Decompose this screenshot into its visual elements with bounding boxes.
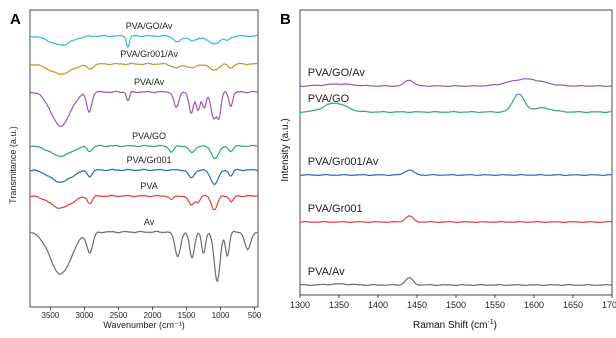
panel-b-series-line — [299, 77, 613, 88]
panel-a-tick-label: 1000 — [212, 311, 230, 320]
panel-a-tick-label: 500 — [248, 311, 262, 320]
panel-b-tick-label: 1300 — [290, 300, 310, 310]
panel-b-series-label: PVA/GO/Av — [308, 67, 366, 79]
panel-b-tick-label: 1500 — [446, 300, 466, 310]
panel-b-series-label: PVA/Av — [308, 266, 345, 278]
panel-a-series-label: PVA/GO — [132, 131, 166, 141]
panel-b-ylabel: Intensity (a.u.) — [280, 118, 291, 181]
panel-a-series-line — [29, 168, 259, 186]
panel-a-ylabel: Transmitance (a.u.) — [8, 126, 18, 204]
panel-a-series-line — [29, 144, 259, 160]
panel-a: A Transmitance (a.u.) Wavenumber (cm⁻¹) … — [8, 9, 262, 330]
panel-b-ticks: 1300 1350 1400 1450 1500 1550 1600 1650 1700 — [290, 295, 616, 310]
panel-b-tick-label: 1450 — [407, 300, 427, 310]
panel-b-frame — [299, 9, 613, 296]
panel-b-tick-label: 1700 — [602, 300, 616, 310]
panel-a-tick-label: 3000 — [76, 311, 94, 320]
panel-b-xlabel-main: Raman Shift (cm — [413, 320, 487, 331]
panel-b-series-line — [299, 169, 613, 177]
panel-b-xlabel: Raman Shift (cm-1) — [413, 319, 497, 331]
panel-a-series-line — [29, 194, 259, 211]
panel-a-tick-label: 3500 — [42, 311, 60, 320]
panel-b-series-label: PVA/GO — [308, 93, 350, 105]
panel-b-series: PVA/GO/Av PVA/GO PVA/Gr001/Av PVA/Gr001 PVA/… — [299, 67, 613, 287]
panel-a-series-label: PVA/Gr001/Av — [120, 49, 178, 59]
panel-a-letter: A — [10, 11, 21, 28]
panel-b-tick-label: 1400 — [368, 300, 388, 310]
panel-a-tick-label: 2000 — [144, 311, 162, 320]
panel-b-series-line — [299, 277, 613, 287]
panel-b-tick-label: 1650 — [563, 300, 583, 310]
panel-a-tick-label: 2500 — [110, 311, 128, 320]
panel-b-series-line — [299, 93, 613, 114]
panel-b: B Intensity (a.u.) Raman Shift (cm-1) 13… — [280, 9, 616, 331]
panel-b-xlabel-sup: -1 — [487, 319, 493, 326]
panel-a-series: PVA/GO/Av PVA/Gr001/Av PVA/Av PVA/GO PVA/Gr0… — [29, 21, 259, 283]
panel-b-tick-label: 1600 — [524, 300, 544, 310]
panel-b-letter: B — [280, 11, 291, 28]
panel-a-series-label: PVA — [140, 181, 157, 191]
panel-b-series-label: PVA/Gr001/Av — [308, 156, 379, 168]
panel-a-series-label: Av — [144, 217, 155, 227]
panel-a-series-line — [29, 230, 259, 283]
panel-a-series-line — [29, 34, 259, 48]
panel-a-ticks: 3500 3000 2500 2000 1500 1000 500 — [42, 307, 262, 320]
panel-a-tick-label: 1500 — [178, 311, 196, 320]
panel-a-series-line — [29, 90, 259, 128]
panel-b-series-label: PVA/Gr001 — [308, 203, 363, 215]
panel-a-frame — [29, 9, 259, 308]
panel-b-series-line — [300, 215, 613, 224]
panel-b-tick-label: 1550 — [485, 300, 505, 310]
panel-a-xlabel: Wavenumber (cm⁻¹) — [103, 320, 184, 330]
panel-b-xlabel-end: ) — [494, 320, 497, 331]
panel-a-series-label: PVA/GO/Av — [126, 21, 173, 31]
panel-b-tick-label: 1350 — [329, 300, 349, 310]
panel-a-series-label: PVA/Gr001 — [127, 155, 172, 165]
panel-a-series-line — [29, 62, 259, 76]
panel-a-series-label: PVA/Av — [134, 77, 165, 87]
